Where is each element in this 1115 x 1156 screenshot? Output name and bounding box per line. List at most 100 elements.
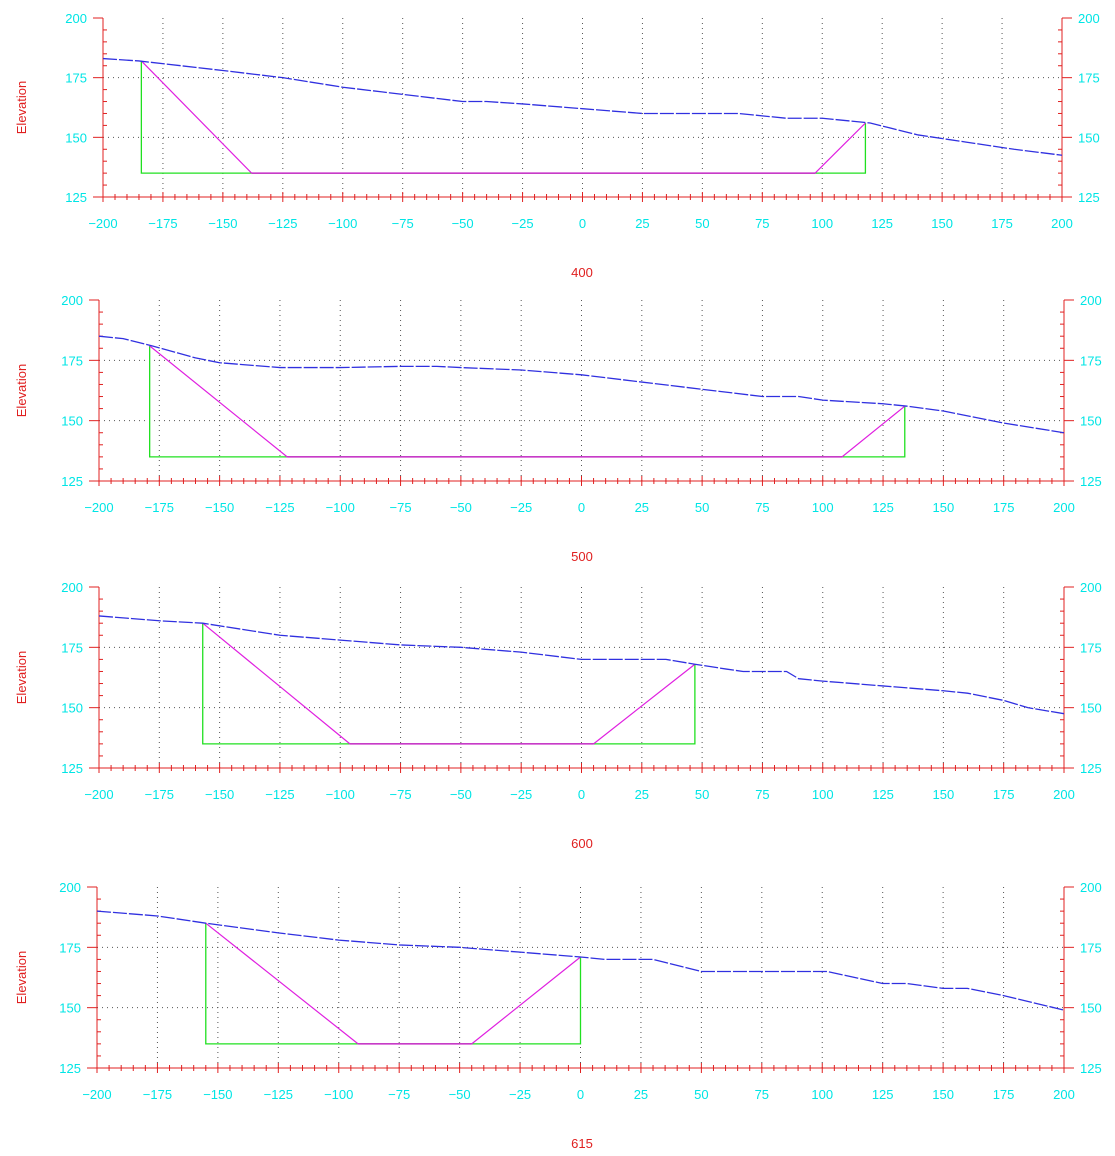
y-axis-label: Elevation — [14, 951, 29, 1004]
ground-line — [98, 615, 1065, 715]
chart-panel-615: −200 −175 −150 −125 −100 −75 −50 −25 0 25 50 75 100 1… — [14, 880, 1102, 1151]
y-tick-label-right: 125 — [1078, 190, 1100, 205]
x-tick-label: 175 — [993, 787, 1015, 802]
x-tick-label: −100 — [326, 500, 355, 515]
y-tick-label-right: 125 — [1080, 1061, 1102, 1076]
y-tick-label-left: 200 — [59, 880, 81, 895]
y-tick-label-left: 150 — [61, 701, 83, 716]
x-tick-label: −150 — [205, 787, 234, 802]
x-tick-label: 125 — [871, 216, 893, 231]
ground-line — [102, 57, 1063, 156]
x-tick-label: −25 — [509, 1087, 531, 1102]
x-tick-label: 150 — [931, 216, 953, 231]
x-tick-label: 150 — [933, 500, 955, 515]
panel-title: 500 — [571, 549, 593, 564]
x-tick-label: 50 — [695, 500, 709, 515]
y-axis-label: Elevation — [14, 651, 29, 704]
x-tick-label: 200 — [1053, 1087, 1075, 1102]
x-tick-label: −25 — [510, 500, 532, 515]
y-tick-label-right: 200 — [1080, 880, 1102, 895]
x-tick-label: 175 — [993, 1087, 1015, 1102]
y-tick-label-left: 200 — [61, 580, 83, 595]
cut-slope-line — [140, 60, 866, 174]
boundary-line — [149, 345, 906, 458]
x-tick-label: −75 — [390, 500, 412, 515]
y-tick-label-right: 175 — [1080, 353, 1102, 368]
x-tick-label: 200 — [1053, 500, 1075, 515]
y-tick-label-left: 175 — [59, 940, 81, 955]
chart-panel-600: −200 −175 −150 −125 −100 −75 −50 −25 0 25 50 75 100 1… — [14, 580, 1102, 851]
x-tick-label: −150 — [203, 1087, 232, 1102]
y-tick-label-left: 200 — [65, 11, 87, 26]
y-tick-label-right: 150 — [1080, 414, 1102, 429]
y-tick-label-right: 200 — [1080, 293, 1102, 308]
y-tick-label-right: 125 — [1080, 761, 1102, 776]
x-tick-label: 150 — [932, 1087, 954, 1102]
x-tick-label: 125 — [872, 787, 894, 802]
x-tick-label: 50 — [695, 216, 709, 231]
x-tick-label: 75 — [755, 500, 769, 515]
x-tick-label: 50 — [695, 787, 709, 802]
y-tick-label-right: 200 — [1080, 580, 1102, 595]
x-tick-label: −100 — [326, 787, 355, 802]
x-tick-label: 175 — [991, 216, 1013, 231]
x-tick-label: −100 — [324, 1087, 353, 1102]
x-tick-label: 0 — [577, 1087, 584, 1102]
x-tick-label: −25 — [512, 216, 534, 231]
x-tick-label: 100 — [811, 216, 833, 231]
x-tick-label: −25 — [510, 787, 532, 802]
ground-line — [98, 335, 1065, 434]
y-tick-label-right: 175 — [1080, 940, 1102, 955]
x-tick-label: 25 — [634, 1087, 648, 1102]
x-tick-label: 100 — [811, 1087, 833, 1102]
y-tick-label-left: 175 — [61, 353, 83, 368]
x-tick-label: −125 — [265, 500, 294, 515]
y-axis-label: Elevation — [14, 81, 29, 134]
y-tick-label-left: 125 — [65, 190, 87, 205]
boundary-line — [205, 923, 582, 1045]
x-tick-label: 125 — [872, 1087, 894, 1102]
x-tick-label: −200 — [84, 500, 113, 515]
y-tick-label-left: 150 — [65, 130, 87, 145]
x-tick-label: 0 — [578, 500, 585, 515]
x-tick-label: −125 — [268, 216, 297, 231]
y-tick-label-right: 150 — [1078, 130, 1100, 145]
cut-slope-line — [205, 922, 581, 1045]
x-tick-label: −175 — [145, 787, 174, 802]
x-tick-label: −75 — [388, 1087, 410, 1102]
x-tick-label: −100 — [328, 216, 357, 231]
panel-title: 615 — [571, 1136, 593, 1151]
cut-slope-line — [149, 345, 906, 458]
y-tick-label-right: 200 — [1078, 11, 1100, 26]
x-tick-label: −50 — [450, 787, 472, 802]
y-tick-label-left: 150 — [59, 1001, 81, 1016]
y-tick-label-left: 200 — [61, 293, 83, 308]
x-tick-label: −75 — [392, 216, 414, 231]
x-tick-label: 25 — [635, 500, 649, 515]
chart-panel-400: −200 −175 −150 −125 −100 −75 −50 −25 0 25 50 75 100 1… — [14, 11, 1100, 280]
x-tick-label: 75 — [755, 1087, 769, 1102]
x-tick-label: −50 — [449, 1087, 471, 1102]
x-tick-label: 75 — [755, 216, 769, 231]
x-tick-label: 125 — [872, 500, 894, 515]
x-tick-label: −200 — [88, 216, 117, 231]
x-tick-label: −200 — [82, 1087, 111, 1102]
x-tick-label: −175 — [148, 216, 177, 231]
x-tick-label: 0 — [579, 216, 586, 231]
x-tick-label: −50 — [450, 500, 472, 515]
cut-slope-line — [202, 622, 696, 745]
y-tick-label-right: 175 — [1080, 640, 1102, 655]
x-tick-label: −125 — [264, 1087, 293, 1102]
x-tick-label: 25 — [635, 787, 649, 802]
y-tick-label-left: 175 — [65, 71, 87, 86]
y-axis-label: Elevation — [14, 364, 29, 417]
y-tick-label-right: 150 — [1080, 1001, 1102, 1016]
y-tick-label-left: 125 — [59, 1061, 81, 1076]
x-tick-label: 0 — [578, 787, 585, 802]
panel-title: 600 — [571, 836, 593, 851]
x-tick-label: 150 — [933, 787, 955, 802]
y-tick-label-right: 125 — [1080, 474, 1102, 489]
x-tick-label: −125 — [265, 787, 294, 802]
